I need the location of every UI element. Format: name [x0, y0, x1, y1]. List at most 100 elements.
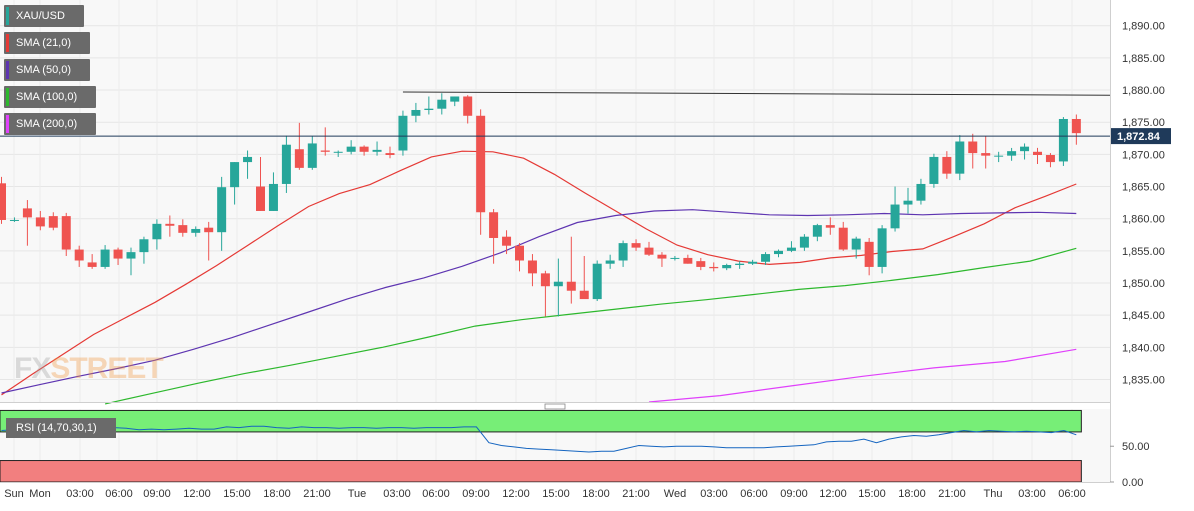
candle-body [838, 227, 848, 250]
x-tick-label: 18:00 [898, 488, 926, 500]
candle-body [696, 261, 706, 267]
sma21-line [1, 150, 1077, 396]
candle-body [981, 153, 991, 156]
candle-body [385, 153, 395, 156]
candle-body [178, 225, 188, 233]
candle-body [217, 187, 227, 233]
candle-body [851, 238, 861, 250]
candle-body [113, 249, 123, 259]
candle-body [307, 143, 317, 168]
candle-body [955, 141, 965, 174]
candle-body [968, 141, 978, 154]
legend-sma200[interactable]: SMA (200,0) [4, 113, 96, 135]
legend-sma21-label: SMA (21,0) [16, 37, 72, 49]
candle-body [346, 146, 356, 152]
current-price-label: 1,872.84 [1117, 131, 1161, 143]
x-tick-label: 03:00 [1018, 488, 1046, 500]
pane-splitter-handle [544, 403, 566, 410]
legend-symbol-swatch [6, 7, 9, 25]
legend-sma50-label: SMA (50,0) [16, 64, 72, 76]
candle-body [864, 241, 874, 267]
candle-body [1071, 118, 1081, 134]
candle-body [35, 217, 45, 227]
x-tick-label: 12:00 [819, 488, 847, 500]
candle-body [437, 99, 447, 109]
candle-body [61, 216, 71, 250]
legend-sma100-label: SMA (100,0) [16, 91, 78, 103]
candle-body [243, 156, 253, 163]
candle-body [890, 204, 900, 229]
candle-body [294, 149, 304, 168]
candle-body [281, 144, 291, 184]
candle-body [502, 236, 512, 246]
candle-body [761, 254, 771, 262]
candle-body [204, 227, 214, 233]
candle-body [540, 273, 550, 287]
candle-body [139, 239, 149, 253]
candle-body [152, 223, 162, 240]
candle-body [942, 156, 952, 174]
rsi-overbought-zone [0, 409, 1082, 433]
candle-body [722, 264, 732, 269]
legend-sma21[interactable]: SMA (21,0) [4, 32, 90, 54]
y-tick-label: 1,855.00 [1122, 246, 1165, 258]
candle-body [683, 257, 693, 264]
current-price-tag [1111, 128, 1171, 145]
x-tick-label: 21:00 [303, 488, 331, 500]
x-tick-label: 06:00 [422, 488, 450, 500]
legend-sma100-swatch [6, 88, 9, 106]
candle-body [748, 261, 758, 264]
candle-body [553, 281, 563, 287]
x-tick-label: Thu [984, 488, 1003, 500]
resistance-line [402, 91, 1111, 96]
candle-body [0, 183, 6, 220]
candle-body [165, 223, 175, 226]
candle-body [579, 290, 589, 300]
legend-sma50[interactable]: SMA (50,0) [4, 59, 90, 81]
candle-body [22, 208, 32, 218]
candle-body [9, 219, 19, 221]
x-tick-label: 12:00 [183, 488, 211, 500]
candle-body [320, 150, 330, 152]
legend-sma200-swatch [6, 115, 9, 133]
legend-symbol-label: XAU/USD [16, 10, 65, 22]
candle-body [877, 228, 887, 267]
x-tick-label: Sun [4, 488, 24, 500]
legend-sma50-swatch [6, 61, 9, 79]
x-tick-label: 09:00 [462, 488, 490, 500]
candle-body [359, 146, 369, 152]
rsi-legend[interactable]: RSI (14,70,30,1) [6, 418, 116, 438]
x-tick-label: 06:00 [740, 488, 768, 500]
watermark-fx: FX [14, 352, 51, 385]
candle-body [566, 281, 576, 291]
legend-symbol[interactable]: XAU/USD [4, 5, 84, 27]
candle-body [903, 200, 913, 205]
rsi-oversold-zone [0, 460, 1082, 483]
candle-body [812, 225, 822, 237]
candle-body [644, 247, 654, 255]
candle-body [605, 260, 615, 264]
rsi-line [1, 425, 1077, 453]
rsi-tick-label: 0.00 [1122, 477, 1143, 489]
candle-body [411, 109, 421, 116]
x-tick-label: 03:00 [383, 488, 411, 500]
candle-body [1058, 118, 1068, 162]
candle-body [398, 115, 408, 151]
legend-sma100[interactable]: SMA (100,0) [4, 86, 96, 108]
sma100-line [104, 247, 1077, 405]
candle-body [87, 262, 97, 267]
candle-body [929, 156, 939, 184]
candle-body [786, 247, 796, 251]
candle-body [372, 149, 382, 152]
candle-body [709, 266, 719, 269]
x-tick-label: 21:00 [622, 488, 650, 500]
y-tick-label: 1,845.00 [1122, 310, 1165, 322]
candle-body [1033, 151, 1042, 156]
x-tick-label: Mon [29, 488, 50, 500]
candle-body [74, 249, 84, 261]
y-tick-label: 1,860.00 [1122, 214, 1165, 226]
x-tick-label: 09:00 [143, 488, 171, 500]
candle-body [657, 254, 667, 259]
x-tick-label: 18:00 [263, 488, 291, 500]
